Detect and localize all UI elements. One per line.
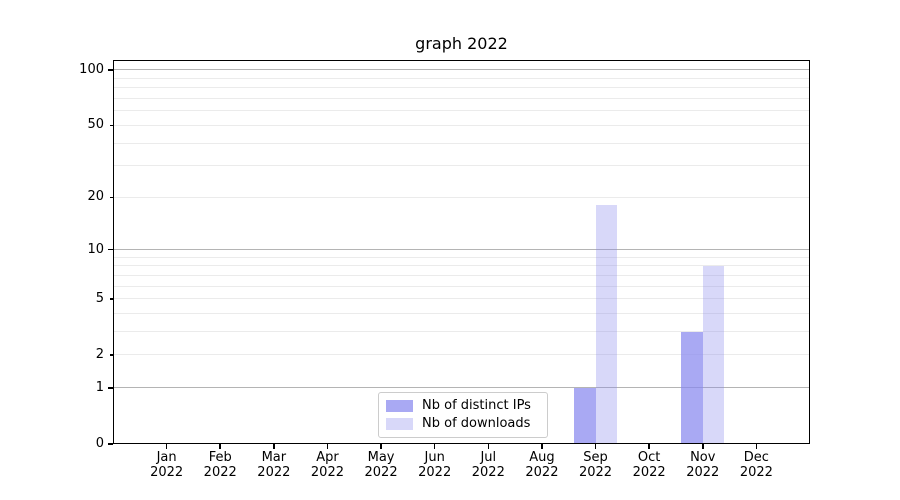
x-tick-label-line: Feb	[208, 450, 232, 465]
x-axis-tick	[273, 444, 275, 449]
bar-distinct-ips	[574, 387, 596, 444]
legend-swatch-downloads	[386, 418, 413, 430]
legend-entry-distinct-ips: Nb of distinct IPs	[386, 398, 540, 414]
x-axis-tick	[433, 444, 436, 449]
gridline-minor	[113, 313, 810, 315]
x-tick-label-line: Jun	[424, 450, 445, 465]
legend-label-downloads: Nb of downloads	[422, 416, 531, 431]
plot-area	[113, 60, 810, 444]
y-tick-label: 20	[87, 189, 104, 205]
x-tick-label: May 2022	[354, 450, 408, 480]
y-axis-tick	[109, 196, 113, 199]
x-axis-tick	[165, 444, 168, 449]
x-axis-tick	[648, 444, 650, 449]
x-axis-tick	[541, 444, 543, 449]
x-tick-label-line: Apr	[316, 450, 339, 465]
x-tick-label-line: Oct	[637, 450, 661, 465]
x-tick-label: Jan 2022	[140, 450, 194, 480]
y-tick-label: 2	[95, 346, 104, 362]
y-axis-tick	[109, 354, 113, 356]
x-tick-label-line: Aug	[529, 450, 555, 465]
x-tick-label-line: Nov	[690, 450, 716, 465]
gridline-minor	[113, 165, 810, 167]
gridline-minor	[113, 196, 810, 198]
x-tick-label-line: 2022	[310, 465, 344, 480]
gridline-minor	[113, 274, 810, 276]
x-tick-label-line: 2022	[471, 465, 505, 480]
x-tick-label: Jun 2022	[408, 450, 462, 480]
x-tick-label-line: 2022	[257, 465, 291, 480]
x-tick-label-line: 2022	[150, 465, 184, 480]
x-axis-tick	[755, 444, 758, 449]
x-tick-label-line: 2022	[525, 465, 559, 480]
x-tick-label-line: 2022	[739, 465, 773, 480]
x-tick-label-line: 2022	[632, 465, 666, 480]
x-tick-label: Sep 2022	[569, 450, 623, 480]
legend: Nb of distinct IPs Nb of downloads	[378, 392, 548, 438]
gridline-minor	[113, 142, 810, 144]
y-axis-tick	[108, 248, 113, 251]
x-tick-label-line: Sep	[583, 450, 608, 465]
y-axis-tick	[109, 124, 113, 127]
gridline-minor	[113, 331, 810, 333]
x-tick-label-line: Mar	[261, 450, 287, 465]
gridline-minor	[113, 110, 810, 112]
gridline-minor	[113, 124, 810, 126]
legend-label-distinct-ips: Nb of distinct IPs	[422, 398, 531, 413]
x-axis-tick	[380, 444, 382, 449]
x-axis-tick	[702, 444, 704, 449]
x-axis-tick	[326, 444, 329, 449]
y-tick-label: 5	[95, 290, 104, 306]
gridline-minor	[113, 98, 810, 100]
bar-downloads	[595, 205, 618, 444]
y-tick-label: 1	[95, 379, 104, 395]
x-tick-label-line: 2022	[686, 465, 720, 480]
y-tick-label: 0	[95, 436, 104, 451]
y-axis-tick	[108, 443, 113, 445]
chart-title: graph 2022	[415, 34, 508, 53]
x-tick-label: Mar 2022	[247, 450, 301, 480]
x-tick-label-line: May	[367, 450, 395, 465]
gridline-major	[113, 387, 810, 389]
gridline-minor	[113, 354, 810, 356]
gridline-minor	[113, 77, 810, 79]
gridline-major	[113, 69, 810, 71]
x-tick-label-line: Jul	[480, 450, 497, 465]
x-tick-label-line: Jan	[156, 450, 177, 465]
gridline-minor	[113, 265, 810, 267]
x-tick-label-line: 2022	[364, 465, 398, 480]
bar-downloads	[702, 265, 725, 444]
x-tick-label: Apr 2022	[300, 450, 354, 480]
gridline-minor	[113, 298, 810, 300]
gridline-major	[113, 249, 810, 251]
x-axis-tick	[219, 444, 221, 449]
y-tick-label: 10	[87, 241, 104, 257]
y-tick-label: 50	[87, 117, 104, 133]
legend-entry-downloads: Nb of downloads	[386, 416, 540, 432]
x-tick-label-line: 2022	[203, 465, 237, 480]
x-axis-tick	[594, 444, 597, 449]
gridline-minor	[113, 256, 810, 258]
bar-distinct-ips	[681, 331, 703, 444]
x-tick-label: Feb 2022	[193, 450, 247, 480]
gridline-minor	[113, 285, 810, 287]
y-axis-tick	[108, 387, 113, 389]
y-axis-tick	[108, 69, 113, 71]
x-tick-label: Dec 2022	[729, 450, 783, 480]
x-tick-label-line: 2022	[418, 465, 452, 480]
x-tick-label: Jul 2022	[461, 450, 515, 480]
x-axis-tick	[487, 444, 490, 449]
x-tick-label: Nov 2022	[676, 450, 730, 480]
x-tick-label-line: 2022	[578, 465, 613, 480]
y-tick-label: 100	[79, 61, 104, 77]
legend-swatch-distinct-ips	[386, 400, 413, 412]
x-tick-label-line: Dec	[743, 450, 769, 465]
x-tick-label: Oct 2022	[622, 450, 676, 480]
x-tick-label: Aug 2022	[515, 450, 569, 480]
gridline-minor	[113, 87, 810, 89]
y-axis-tick	[109, 298, 113, 300]
